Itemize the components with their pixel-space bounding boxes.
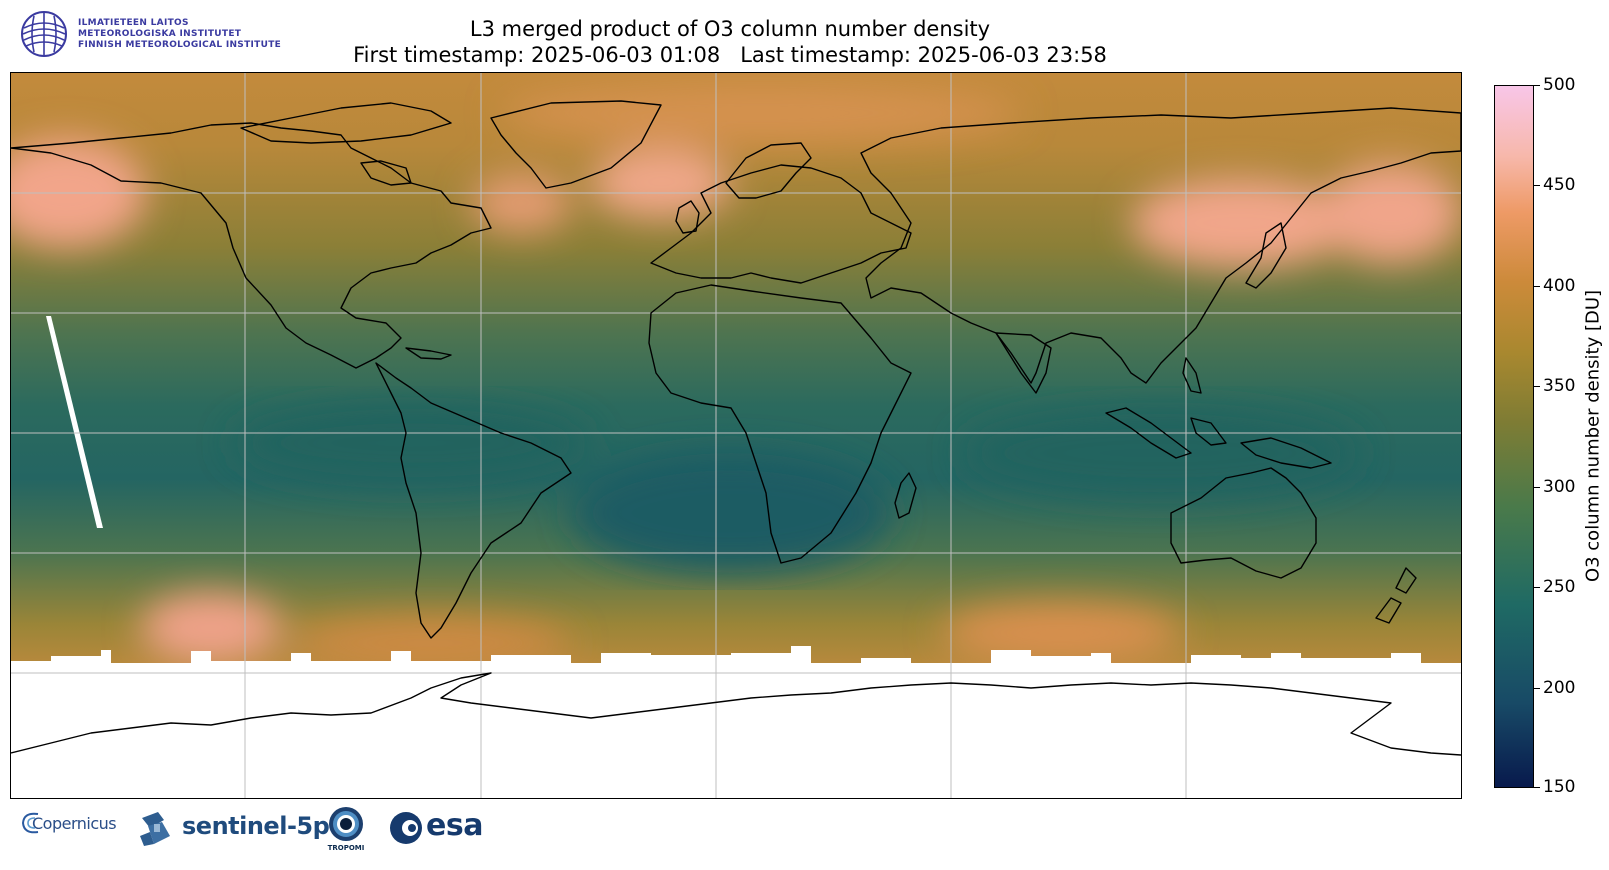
satellite-icon [140,812,170,846]
coast-japan [1245,222,1287,289]
copernicus-text: Copernicus [32,814,117,833]
colorbar-tick-150 [1534,787,1540,788]
colorbar-tick-300 [1534,487,1540,488]
colorbar-tick-200 [1534,688,1540,689]
coast-south-america [375,362,572,639]
colorbar-tick-450 [1534,185,1540,186]
coast-europe [650,164,912,284]
coast-australia [1170,467,1317,579]
esa-text: esa [426,808,483,843]
orbit-gap [46,316,103,528]
colorbar-tick-400 [1534,286,1540,287]
colorbar-tick-250 [1534,587,1540,588]
colorbar [1494,85,1534,788]
coast-north-america [11,122,492,369]
fmi-name-finnish: ILMATIETEEN LAITOS [78,18,189,28]
partner-logos: Copernicus sentinel-5p TROPOMI esa [0,800,1609,870]
colorbar-tick-500 [1534,85,1540,86]
colorbar-title: O3 column number density [DU] [1582,289,1604,583]
colorbar-label-350: 350 [1543,376,1576,396]
coast-antarctica [11,672,1461,756]
sentinel-5p-text: sentinel-5p [182,812,330,840]
title-main: L3 merged product of O3 column number de… [469,17,991,41]
colorbar-label-200: 200 [1543,678,1576,698]
colorbar-label-400: 400 [1543,276,1576,296]
figure-title: L3 merged product of O3 column number de… [0,16,1460,68]
colorbar-label-150: 150 [1543,777,1576,797]
title-timestamps: First timestamp: 2025-06-03 01:08 Last t… [353,43,1107,67]
colorbar-label-450: 450 [1543,175,1576,195]
coast-new-zealand [1395,567,1417,594]
map-canvas [11,73,1461,798]
tropomi-text: TROPOMI [327,844,365,852]
low-ozone-patches [231,403,1361,573]
tropomi-logo: TROPOMI [326,806,376,856]
coastlines [11,100,1461,756]
coast-asia [860,107,1461,384]
coast-greenland [490,100,662,189]
copernicus-logo: Copernicus [21,812,117,834]
colorbar-label-250: 250 [1543,577,1576,597]
coast-africa [648,284,912,564]
colorbar-label-300: 300 [1543,477,1576,497]
fmi-emblem-icon [21,11,67,57]
colorbar-tick-350 [1534,386,1540,387]
copernicus-swirl-icon [21,812,39,834]
fmi-name-english: FINNISH METEOROLOGICAL INSTITUTE [78,40,282,50]
fmi-name-swedish: METEOROLOGISKA INSTITUTET [78,29,242,39]
colorbar-label-500: 500 [1543,75,1576,95]
fmi-logo: ILMATIETEEN LAITOS METEOROLOGISKA INSTIT… [20,10,320,60]
tropomi-eye-icon [329,807,363,841]
esa-globe-icon [390,812,422,844]
ozone-map [10,72,1462,799]
sentinel-5p-logo: sentinel-5p [136,808,330,848]
